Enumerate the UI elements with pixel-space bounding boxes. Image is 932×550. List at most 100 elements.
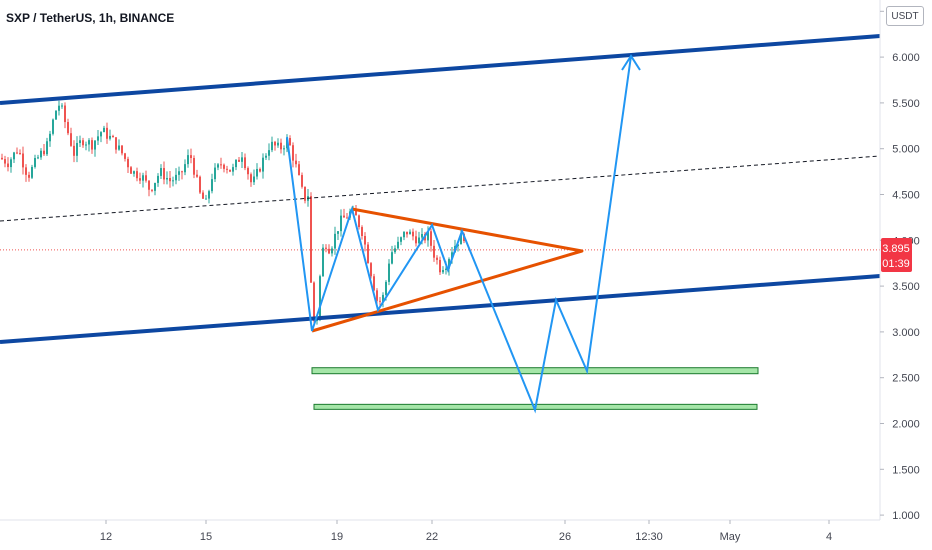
- candle-body: [340, 215, 342, 232]
- price-axis: 1.0001.5002.0002.5003.0003.5004.0004.500…: [880, 6, 920, 522]
- candle-body: [61, 105, 63, 107]
- candle-body: [361, 227, 363, 237]
- candle-body: [346, 217, 348, 219]
- candle-body: [94, 140, 96, 150]
- candle-body: [52, 119, 54, 134]
- candle-body: [25, 167, 27, 175]
- candle-body: [253, 176, 255, 183]
- candle-body: [295, 160, 297, 165]
- candle-body: [58, 105, 60, 111]
- candle-body: [337, 231, 339, 234]
- candle-body: [211, 179, 213, 192]
- candle-body: [19, 152, 21, 154]
- candle-body: [10, 159, 12, 168]
- candle-body: [355, 210, 357, 216]
- candle-body: [64, 105, 66, 123]
- x-tick-label: 12: [100, 531, 112, 543]
- candle-body: [280, 142, 282, 150]
- y-tick-label: 3.000: [892, 327, 920, 339]
- candle-body: [214, 167, 216, 180]
- candle-body: [271, 141, 273, 151]
- candle-body: [43, 150, 45, 155]
- candle-body: [358, 215, 360, 228]
- candle-body: [4, 159, 6, 164]
- price-badge: 3.895 01:39: [881, 238, 912, 272]
- candle-body: [385, 281, 387, 295]
- candle-body: [259, 168, 261, 172]
- candle-body: [193, 158, 195, 175]
- candle-body: [22, 153, 24, 168]
- candle-body: [397, 241, 399, 249]
- candle-body: [28, 174, 30, 178]
- x-tick-label: 19: [331, 531, 343, 543]
- candle-body: [322, 247, 324, 277]
- candle-body: [148, 180, 150, 190]
- candle-body: [388, 263, 390, 282]
- candle-body: [196, 174, 198, 177]
- x-tick-label: 22: [426, 531, 438, 543]
- candle-body: [70, 133, 72, 146]
- candle-body: [265, 155, 267, 158]
- candle-body: [391, 252, 393, 264]
- candle-body: [241, 157, 243, 162]
- candle-body: [133, 171, 135, 174]
- x-tick-label: 4: [826, 531, 832, 543]
- currency-button[interactable]: USDT: [886, 6, 924, 26]
- candle-body: [268, 150, 270, 156]
- candle-body: [205, 198, 207, 200]
- candle-body: [49, 133, 51, 142]
- candle-body: [181, 171, 183, 173]
- candle-body: [175, 174, 177, 181]
- candle-body: [106, 127, 108, 139]
- candle-body: [100, 132, 102, 137]
- chart-title: SXP / TetherUS, 1h, BINANCE: [6, 11, 174, 25]
- candle-body: [247, 168, 249, 175]
- candle-body: [208, 191, 210, 199]
- candle-body: [301, 175, 303, 187]
- candle-body: [364, 236, 366, 245]
- candle-body: [190, 155, 192, 159]
- x-tick-label: 26: [559, 531, 571, 543]
- candle-body: [415, 236, 417, 244]
- drawing-layer: [0, 34, 881, 414]
- candle-body: [67, 122, 69, 134]
- candle-body: [274, 141, 276, 146]
- candle-body: [367, 244, 369, 264]
- current-price-label: 3.895: [882, 243, 910, 255]
- candle-body: [118, 145, 120, 150]
- candle-body: [400, 237, 402, 242]
- candle-body: [40, 150, 42, 158]
- candle-body: [97, 136, 99, 141]
- candle-body: [418, 237, 420, 244]
- candle-body: [370, 263, 372, 277]
- candle-body: [109, 135, 111, 139]
- candle-body: [310, 196, 312, 283]
- candle-body: [166, 178, 168, 180]
- candle-body: [412, 231, 414, 237]
- candle-body: [163, 168, 165, 180]
- candle-body: [82, 140, 84, 146]
- candle-body: [460, 233, 462, 245]
- candle-body: [7, 163, 9, 168]
- candle-body: [139, 178, 141, 181]
- candle-body: [142, 175, 144, 181]
- candle-body: [115, 137, 117, 150]
- y-tick-label: 4.500: [892, 190, 920, 202]
- candle-body: [184, 164, 186, 173]
- candle-body: [112, 135, 114, 138]
- candle-body: [328, 248, 330, 254]
- candle-body: [46, 141, 48, 155]
- candle-body: [379, 300, 381, 302]
- candle-body: [232, 167, 234, 172]
- candle-body: [13, 152, 15, 160]
- x-tick-label: 15: [200, 531, 212, 543]
- candle-body: [34, 158, 36, 167]
- candle-body: [124, 153, 126, 159]
- candle-body: [85, 144, 87, 146]
- x-tick-label: May: [720, 531, 741, 543]
- candle-body: [1, 157, 3, 160]
- candle-body: [457, 244, 459, 247]
- time-axis: 12 15 19 22 26 12:30 May 4: [100, 520, 832, 543]
